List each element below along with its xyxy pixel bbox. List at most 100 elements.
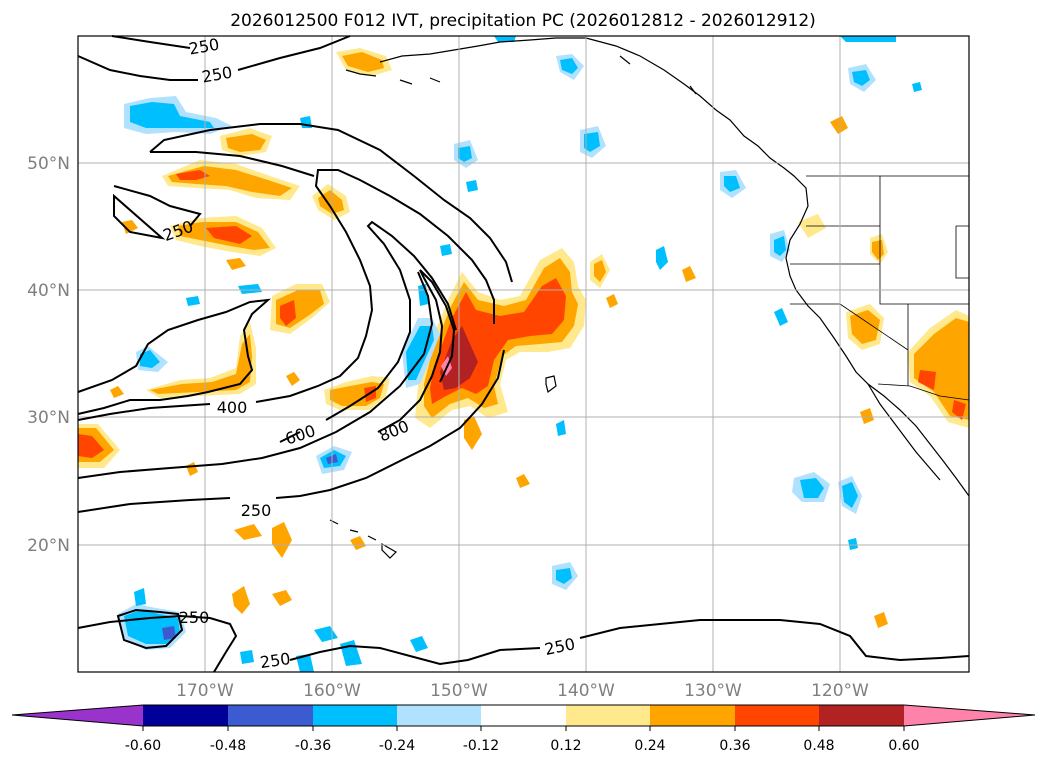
ivt-contour-250-big: [77, 298, 272, 415]
precip-blob-e6: [682, 266, 696, 282]
colorbar-tick-label: 0.36: [719, 738, 750, 754]
precip-blob-e13: [272, 590, 292, 606]
precip-blob-e20: [874, 612, 888, 628]
precip-blob-e14: [122, 220, 138, 234]
precip-neg-e5-mid: [852, 70, 870, 86]
precip-positive-field: [78, 48, 969, 628]
colorbar-extend-max: [904, 705, 1035, 726]
precip-blob-e12: [232, 586, 250, 614]
precip-neg-e14: [238, 284, 262, 294]
precip-neg-e4-mid: [560, 58, 578, 74]
lon-label: 160°W: [303, 681, 361, 701]
colorbar: -0.60 -0.48 -0.36 -0.24 -0.12 0.12 0.24 …: [11, 704, 1036, 754]
precip-blob-e18: [516, 474, 530, 488]
colorbar-tick-label: 0.60: [888, 738, 919, 754]
lon-label: 130°W: [684, 681, 742, 701]
ivt-label: 250: [259, 649, 292, 672]
ivt-contour-400: [77, 169, 495, 421]
precip-blob-w4-mid: [318, 190, 344, 214]
ivt-label: 250: [241, 501, 272, 520]
precip-neg-w3-mid: [140, 350, 160, 368]
colorbar-tick-label: -0.12: [463, 738, 499, 754]
lon-label: 170°W: [176, 681, 234, 701]
precip-neg-w1-mid: [130, 102, 214, 128]
colorbar-bin: [650, 705, 735, 726]
colorbar-tick-label: -0.48: [210, 738, 246, 754]
lon-label: 150°W: [430, 681, 488, 701]
precip-neg-e12: [840, 36, 896, 42]
precip-neg-e9-mid: [774, 236, 786, 256]
precip-blob-e11: [272, 522, 292, 558]
colorbar-bin: [819, 705, 904, 726]
colorbar-bin: [313, 705, 397, 726]
precip-neg-e8-mid: [556, 568, 572, 584]
colorbar-bin: [566, 705, 650, 726]
precip-blob-e2-high: [918, 370, 936, 390]
precip-neg-e18: [296, 654, 314, 672]
colorbar-tick-labels: -0.60 -0.48 -0.36 -0.24 -0.12 0.12 0.24 …: [125, 738, 920, 754]
precip-neg-e22: [556, 420, 566, 436]
colorbar-tick-label: -0.60: [125, 738, 161, 754]
lon-label: 120°W: [811, 681, 869, 701]
ivt-contour-250-south: [77, 614, 970, 673]
precip-blob-w3-mid: [226, 134, 266, 152]
border-us-mexico: [877, 383, 970, 401]
precip-neg-e26: [186, 296, 200, 306]
precip-blob-w8-high: [78, 434, 104, 458]
coastline: [329, 37, 970, 559]
precip-blob-e2-high2: [952, 400, 966, 420]
map-panel: 250 250 250 400 600 800 250 250 250 250 …: [27, 35, 970, 701]
precip-blob-e10: [234, 524, 262, 540]
colorbar-bin: [481, 705, 566, 726]
ivt-contour-250-mid: [275, 349, 505, 499]
precip-neg-e7-mid: [842, 482, 858, 508]
lat-label: 40°N: [27, 281, 70, 301]
colorbar-bin: [228, 705, 313, 726]
ivt-contours: [77, 35, 970, 673]
lat-axis: 20°N 30°N 40°N 50°N: [27, 154, 70, 556]
precip-neg-e3-mid: [724, 176, 740, 192]
precip-neg-e2-mid: [458, 146, 472, 162]
lon-axis: 170°W 160°W 150°W 140°W 130°W 120°W: [176, 681, 869, 701]
precip-blob-w1-high: [176, 170, 210, 180]
precip-neg-e16: [410, 636, 428, 652]
map-frame: [77, 35, 970, 673]
precip-neg-e24: [912, 82, 922, 92]
ivt-contour-800: [377, 269, 456, 433]
precip-blob-e8: [464, 416, 482, 450]
precip-neg-e27: [440, 244, 452, 256]
ivt-label: 400: [217, 398, 248, 417]
colorbar-bin: [143, 705, 228, 726]
ivt-contour-250-north: [111, 35, 191, 49]
colorbar-tick-label: 0.24: [634, 738, 665, 754]
figure-title: 2026012500 F012 IVT, precipitation PC (2…: [230, 11, 816, 31]
precip-neg-w4-core: [162, 626, 176, 640]
ivt-contour-250-south-inner: [116, 608, 184, 650]
precip-blob-e1-mid: [850, 310, 880, 344]
ivt-contour-inner-ring: [77, 271, 434, 513]
precip-blob-e9: [830, 116, 848, 134]
colorbar-ticks: [142, 726, 905, 731]
precip-neg-e1-mid: [584, 132, 600, 152]
colorbar-extend-min: [12, 705, 143, 726]
precip-blob-e3-mid: [872, 240, 884, 260]
colorbar-tick-label: -0.24: [379, 738, 415, 754]
colorbar-bin: [397, 705, 481, 726]
precip-neg-e19: [240, 650, 254, 664]
precip-blob-e17: [350, 536, 366, 550]
precip-neg-e13: [494, 36, 516, 42]
island-small-1: [545, 375, 557, 394]
ivt-label: 250: [179, 608, 210, 627]
lon-label: 140°W: [557, 681, 615, 701]
lat-label: 30°N: [27, 408, 70, 428]
precip-blob-w5-high: [280, 300, 296, 326]
precip-neg-e21: [466, 180, 478, 192]
ivt-contour-250-loop: [113, 151, 315, 240]
precip-neg-e11: [774, 308, 788, 326]
colorbar-tick-label: 0.48: [803, 738, 834, 754]
lat-label: 50°N: [27, 154, 70, 174]
coastline-baja: [867, 383, 941, 481]
colorbar-tick-label: -0.36: [295, 738, 331, 754]
precip-blob-e7: [606, 294, 618, 308]
precip-blob-w6-mid: [150, 334, 252, 394]
